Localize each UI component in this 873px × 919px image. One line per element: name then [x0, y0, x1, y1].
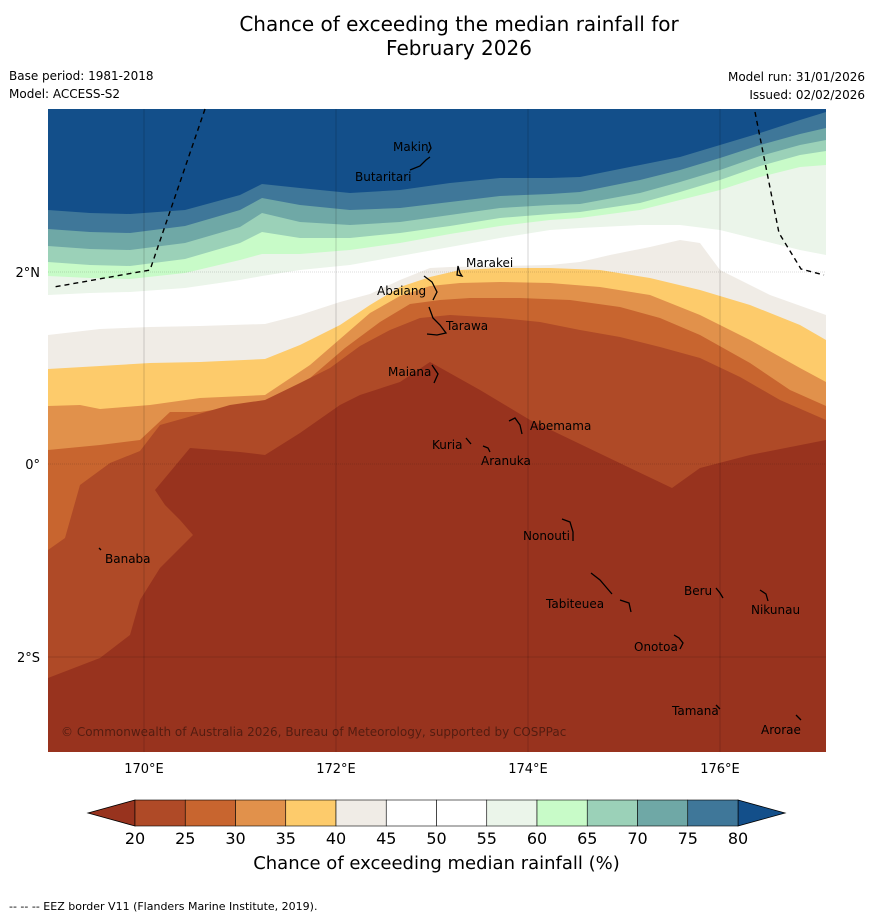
colorbar-segment	[486, 799, 538, 827]
island-label: Banaba	[105, 552, 151, 566]
map-title: Chance of exceeding the median rainfall …	[0, 12, 873, 60]
colorbar-tick: 45	[376, 829, 396, 848]
latitude-labels: 2°N 0° 2°S	[16, 266, 41, 666]
island-label: Abaiang	[377, 284, 426, 298]
island-label: Marakei	[466, 256, 513, 270]
colorbar-tick: 80	[728, 829, 748, 848]
colorbar-under-arrow	[86, 799, 136, 827]
colorbar-tick: 65	[577, 829, 597, 848]
colorbar-tick: 70	[627, 829, 647, 848]
title-line-1: Chance of exceeding the median rainfall …	[239, 12, 679, 36]
colorbar-segment	[385, 799, 437, 827]
colorbar-segment	[687, 799, 739, 827]
island-label: Nonouti	[523, 529, 570, 543]
colorbar-tick: 50	[426, 829, 446, 848]
island-label: Nikunau	[751, 603, 800, 617]
island-label: Tarawa	[445, 319, 488, 333]
model-name: Model: ACCESS-S2	[9, 87, 121, 101]
base-period: Base period: 1981-2018	[9, 69, 154, 83]
lat-label: 2°N	[16, 266, 41, 281]
lat-label: 2°S	[17, 651, 40, 666]
colorbar-tick: 40	[326, 829, 346, 848]
colorbar-tick: 35	[276, 829, 296, 848]
colorbar-segment	[285, 799, 337, 827]
copyright-notice: © Commonwealth of Australia 2026, Bureau…	[61, 725, 566, 739]
colorbar-segment	[536, 799, 588, 827]
colorbar-tick: 55	[477, 829, 497, 848]
eez-footnote: -- -- -- EEZ border V11 (Flanders Marine…	[9, 900, 318, 913]
colorbar-tick: 20	[125, 829, 145, 848]
colorbar-segment	[637, 799, 689, 827]
colorbar-segment	[586, 799, 638, 827]
colorbar-segment	[436, 799, 488, 827]
colorbar-title: Chance of exceeding median rainfall (%)	[253, 853, 620, 874]
colorbar-segment	[335, 799, 387, 827]
title-line-2: February 2026	[386, 36, 532, 60]
longitude-labels: 170°E 172°E 174°E 176°E	[124, 762, 740, 777]
island-outlines	[98, 141, 802, 721]
island-label: Butaritari	[355, 170, 412, 184]
colorbar-over-arrow	[737, 799, 787, 827]
colorbar-segment	[184, 799, 236, 827]
graticule	[48, 109, 826, 752]
lat-label: 0°	[25, 458, 40, 473]
colorbar-tick: 30	[225, 829, 245, 848]
island-label: Onotoa	[634, 640, 678, 654]
lon-label: 172°E	[316, 762, 356, 777]
colorbar-segment	[235, 799, 287, 827]
band-below-20	[48, 362, 826, 752]
lon-label: 174°E	[508, 762, 548, 777]
island-label: Beru	[684, 584, 712, 598]
lon-label: 176°E	[700, 762, 740, 777]
island-label: Kuria	[432, 438, 463, 452]
colorbar-tick: 60	[527, 829, 547, 848]
island-label: Abemama	[530, 419, 591, 433]
colorbar-tick: 25	[175, 829, 195, 848]
island-label: Maiana	[388, 365, 431, 379]
colorbar: 20 25 30 35 40 45 50 55 60 65 70 75 80	[86, 799, 787, 848]
colorbar-segment	[134, 799, 186, 827]
island-label: Tamana	[671, 704, 719, 718]
issued-date: Issued: 02/02/2026	[749, 88, 865, 102]
island-label: Tabiteuea	[545, 597, 604, 611]
probability-field	[48, 109, 826, 752]
model-run: Model run: 31/01/2026	[727, 70, 865, 84]
island-labels: Makin Butaritari Marakei Abaiang Tarawa …	[105, 140, 801, 737]
lon-label: 170°E	[124, 762, 164, 777]
colorbar-tick: 75	[678, 829, 698, 848]
eez-border	[53, 108, 825, 288]
island-label: Arorae	[761, 723, 801, 737]
island-label: Makin	[393, 140, 429, 154]
island-label: Aranuka	[481, 454, 531, 468]
